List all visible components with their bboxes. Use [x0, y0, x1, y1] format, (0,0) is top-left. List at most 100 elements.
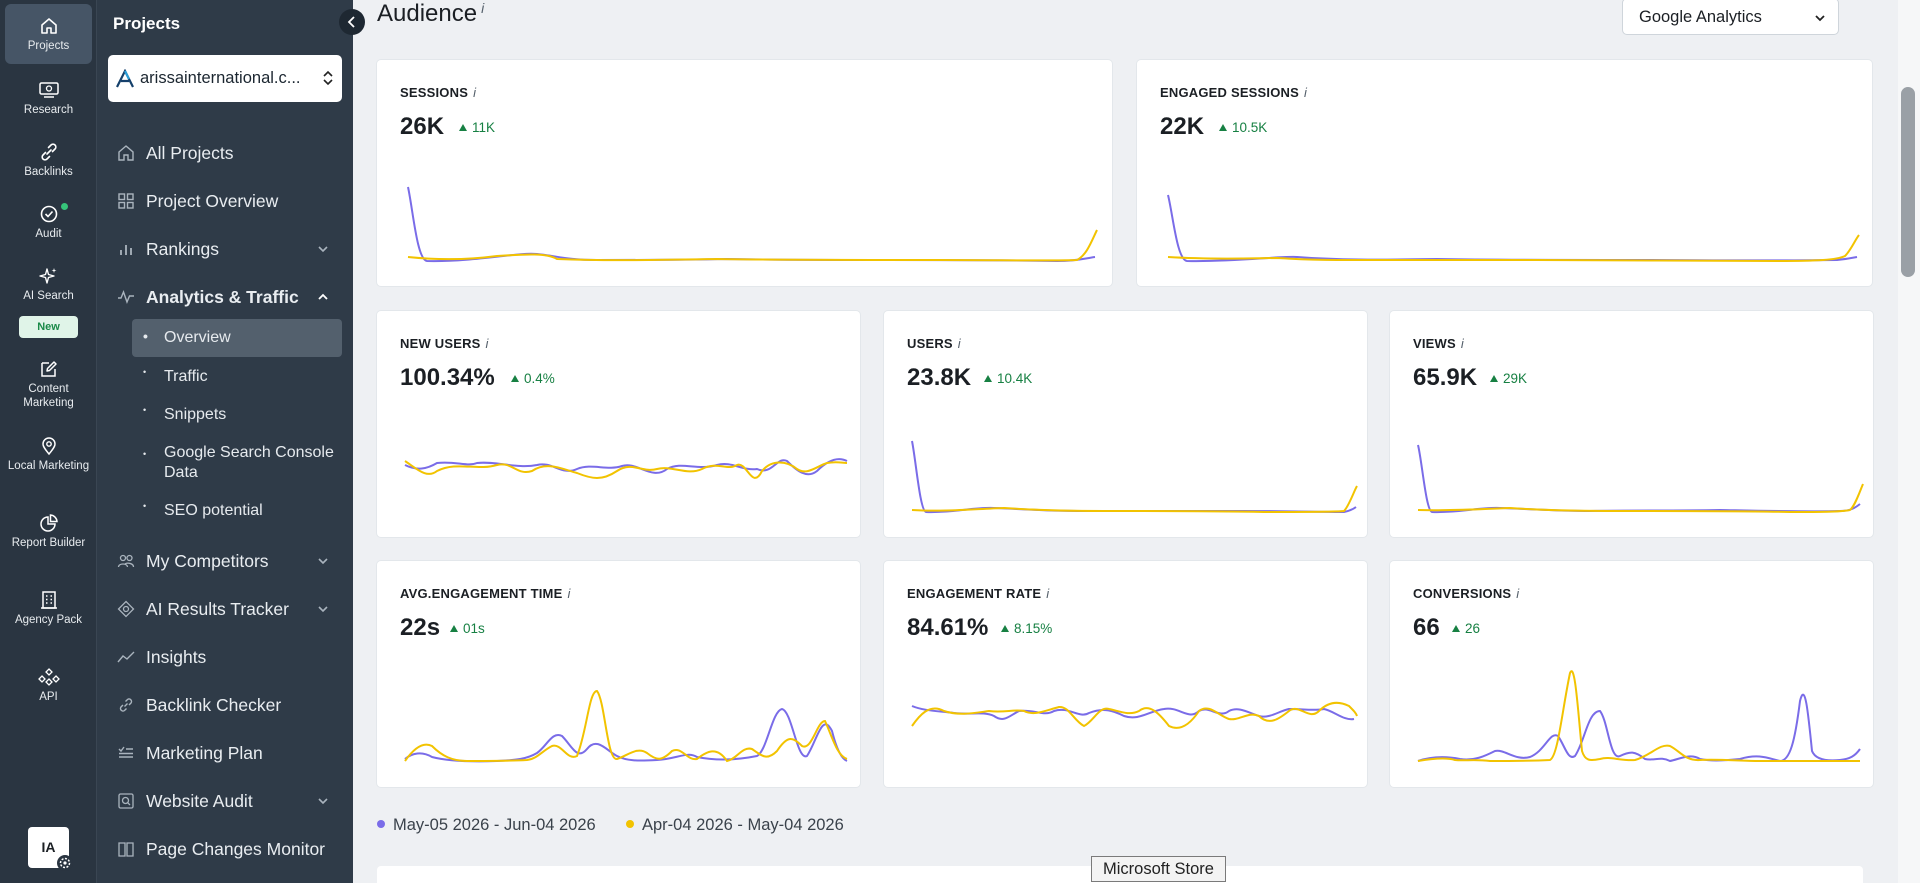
- info-icon[interactable]: i: [481, 0, 485, 16]
- card-title: ENGAGEMENT RATE i: [907, 586, 1050, 601]
- card-value: 65.9K: [1413, 364, 1478, 391]
- subnav-snippets[interactable]: • Snippets: [132, 405, 342, 425]
- rail-item-local-marketing[interactable]: Local Marketing: [5, 436, 92, 492]
- data-source-select[interactable]: Google Analytics: [1622, 0, 1839, 35]
- up-arrow-icon: [450, 625, 458, 632]
- scrollbar-thumb[interactable]: [1901, 87, 1915, 277]
- card-value: 66: [1413, 614, 1440, 641]
- card-users: USERS i 23.8K 10.4K: [884, 311, 1367, 537]
- rail-item-content-marketing[interactable]: Content Marketing: [5, 359, 92, 415]
- nav-project-overview[interactable]: Project Overview: [97, 181, 353, 221]
- nav-label: Rankings: [146, 239, 219, 259]
- rail-item-research[interactable]: Research: [5, 80, 92, 120]
- chevron-down-icon: [1815, 15, 1825, 22]
- info-icon[interactable]: i: [473, 85, 477, 100]
- icon-rail: Projects Research Backlinks Audit AI Sea…: [0, 0, 97, 883]
- nav-all-projects[interactable]: All Projects: [97, 133, 353, 173]
- card-sessions: SESSIONS i 26K 11K: [377, 60, 1112, 286]
- engagement-rate-sparkline: [911, 701, 1358, 729]
- nav-backlink-checker[interactable]: Backlink Checker: [97, 685, 353, 725]
- chevron-down-icon: [318, 798, 328, 805]
- nav-marketing-plan[interactable]: Marketing Plan: [97, 733, 353, 773]
- subnav-label: Snippets: [164, 406, 227, 423]
- rail-item-backlinks[interactable]: Backlinks: [5, 142, 92, 182]
- chevron-left-icon: [347, 16, 355, 28]
- card-title: VIEWS i: [1413, 336, 1464, 351]
- bullet-icon: •: [143, 449, 147, 459]
- gear-icon[interactable]: [57, 855, 73, 871]
- sidebar-title: Projects: [113, 14, 181, 33]
- card-value: 22s: [400, 614, 441, 641]
- data-source-label: Google Analytics: [1639, 8, 1762, 26]
- bullet-icon: •: [143, 328, 148, 344]
- info-icon[interactable]: i: [567, 586, 571, 601]
- avg-engagement-time-sparkline: [404, 689, 848, 763]
- sessions-sparkline: [407, 186, 1098, 263]
- nav-analytics-traffic[interactable]: Analytics & Traffic: [97, 277, 353, 317]
- legend-previous-period[interactable]: Apr-04 2026 - May-04 2026: [626, 816, 844, 835]
- nav-label: All Projects: [146, 143, 234, 163]
- nav-page-changes-monitor[interactable]: Page Changes Monitor: [97, 829, 353, 869]
- up-arrow-icon: [1001, 625, 1009, 632]
- subnav-label: Overview: [164, 329, 231, 346]
- nav-label: Project Overview: [146, 191, 279, 211]
- tooltip: Microsoft Store: [1091, 856, 1226, 882]
- project-name: arissainternational.c...: [140, 69, 301, 87]
- nav-insights[interactable]: Insights: [97, 637, 353, 677]
- info-icon[interactable]: i: [1304, 85, 1308, 100]
- rail-item-audit[interactable]: Audit: [5, 204, 92, 244]
- subnav-google-search-console[interactable]: • Google Search Console Data: [132, 443, 342, 483]
- rail-label: Research: [23, 104, 74, 116]
- rail-item-ai-search[interactable]: AI Search: [5, 266, 92, 306]
- subnav-label: Google Search Console Data: [164, 444, 334, 481]
- card-title: SESSIONS i: [400, 85, 477, 100]
- avatar[interactable]: IA: [28, 827, 69, 868]
- checklist-icon: [118, 746, 133, 758]
- chevron-down-icon: [318, 606, 328, 613]
- bullet-icon: •: [143, 367, 147, 377]
- projects-sidebar: Projects arissainternational.c... All Pr…: [97, 0, 365, 883]
- legend-label: Apr-04 2026 - May-04 2026: [642, 816, 844, 834]
- rail-label: AI Search: [23, 290, 74, 302]
- info-icon[interactable]: i: [1516, 586, 1520, 601]
- nav-label: AI Results Tracker: [146, 599, 289, 619]
- legend-swatch-icon: [626, 820, 634, 828]
- sparkle-icon: [38, 268, 56, 284]
- subnav-overview[interactable]: • Overview: [132, 319, 342, 357]
- page-title-text: Audience: [377, 0, 478, 27]
- audit-icon: [118, 793, 134, 809]
- up-arrow-icon: [1452, 625, 1460, 632]
- info-icon[interactable]: i: [1046, 586, 1050, 601]
- home-icon: [118, 145, 134, 161]
- nav-my-competitors[interactable]: My Competitors: [97, 541, 353, 581]
- views-sparkline: [1417, 444, 1864, 514]
- api-icon: [37, 668, 60, 686]
- info-icon[interactable]: i: [485, 336, 489, 351]
- subnav-label: Traffic: [164, 368, 208, 385]
- project-logo-icon: [116, 69, 134, 88]
- conversions-sparkline: [1417, 670, 1861, 763]
- rail-item-agency-pack[interactable]: Agency Pack: [5, 590, 92, 646]
- up-arrow-icon: [1219, 124, 1227, 131]
- map-pin-icon: [41, 437, 56, 456]
- new-users-sparkline: [404, 458, 848, 479]
- nav-rankings[interactable]: Rankings: [97, 229, 353, 269]
- collapse-sidebar-button[interactable]: [339, 9, 365, 35]
- nav-website-audit[interactable]: Website Audit: [97, 781, 353, 821]
- nav-ai-results-tracker[interactable]: AI Results Tracker: [97, 589, 353, 629]
- notification-dot: [61, 203, 68, 210]
- nav-label: Backlink Checker: [146, 695, 282, 715]
- target-icon: [117, 600, 135, 618]
- rail-label: API: [39, 691, 58, 703]
- subnav-seo-potential[interactable]: • SEO potential: [132, 501, 342, 521]
- project-selector[interactable]: arissainternational.c...: [108, 55, 342, 102]
- subnav-label: SEO potential: [164, 502, 263, 519]
- rail-item-report-builder[interactable]: Report Builder: [5, 513, 92, 569]
- subnav-traffic[interactable]: • Traffic: [132, 367, 342, 387]
- rail-item-api[interactable]: API: [5, 667, 92, 707]
- info-icon[interactable]: i: [957, 336, 961, 351]
- rail-item-projects[interactable]: Projects: [5, 4, 92, 64]
- info-icon[interactable]: i: [1460, 336, 1464, 351]
- legend-current-period[interactable]: May-05 2026 - Jun-04 2026: [377, 816, 596, 835]
- book-icon: [118, 842, 134, 857]
